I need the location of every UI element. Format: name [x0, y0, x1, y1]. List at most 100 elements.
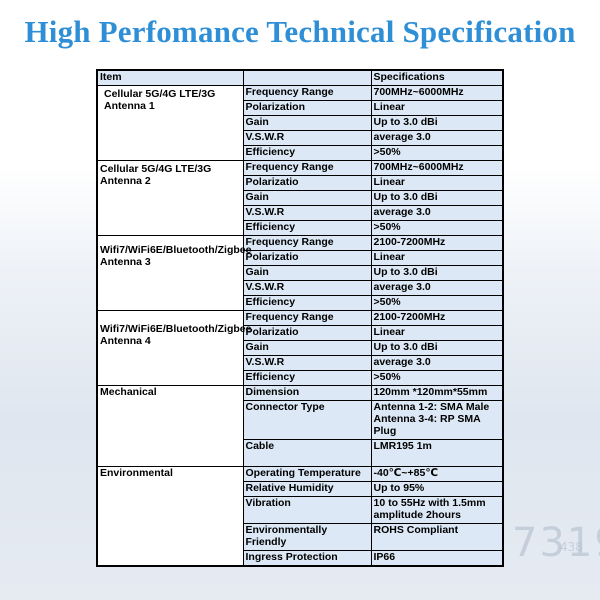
table-row: Gain Up to 3.0 dBi: [97, 265, 504, 281]
param-cell: V.S.W.R: [242, 205, 372, 221]
param-cell: Vibration: [242, 496, 372, 524]
table-row: Polarizatio Linear: [97, 250, 504, 266]
group-item-cell: Environmental: [96, 466, 244, 567]
param-cell: Frequency Range: [242, 160, 372, 176]
param-cell: Polarizatio: [242, 175, 372, 191]
value-cell: Up to 3.0 dBi: [370, 190, 504, 206]
group-item-cell: Cellular 5G/4G LTE/3G Antenna 2: [96, 160, 244, 236]
param-cell: V.S.W.R: [242, 355, 372, 371]
param-cell: Polarizatio: [242, 325, 372, 341]
table-row: Mechanical Dimension 120mm *120mm*55mm: [96, 385, 504, 467]
value-cell: >50%: [370, 145, 504, 161]
group-item-label: Wifi7/WiFi6E/Bluetooth/Zigbee Antenna 4: [100, 323, 252, 347]
param-cell: Frequency Range: [242, 310, 372, 326]
value-cell: Antenna 1-2: SMA Male Antenna 3-4: RP SM…: [370, 400, 504, 440]
table-row: Wifi7/WiFi6E/Bluetooth/Zigbee Antenna 3 …: [96, 235, 504, 311]
group-item-label: Cellular 5G/4G LTE/3G Antenna 2: [100, 163, 212, 187]
value-cell: Linear: [370, 325, 504, 341]
value-cell: Up to 95%: [370, 481, 504, 497]
param-cell: Efficiency: [242, 370, 372, 386]
header-spec: Specifications: [370, 69, 504, 86]
background-decoration-small: 438: [560, 540, 583, 554]
table-row: Gain Up to 3.0 dBi: [97, 190, 504, 206]
param-cell: Gain: [242, 340, 372, 356]
table-row: V.S.W.R average 3.0: [97, 130, 504, 146]
page-title: High Perfomance Technical Specification: [24, 14, 576, 49]
param-cell: Dimension: [242, 385, 372, 401]
param-cell: Environmentally Friendly: [242, 523, 372, 551]
param-cell: Gain: [242, 190, 372, 206]
group-item-cell: Cellular 5G/4G LTE/3G Antenna 1: [96, 85, 244, 161]
table-row: Relative Humidity Up to 95%: [97, 481, 504, 497]
table-row: Connector Type Antenna 1-2: SMA Male Ant…: [97, 400, 504, 440]
value-cell: -40℃~+85℃: [370, 466, 504, 482]
param-cell: Ingress Protection: [242, 550, 372, 567]
param-cell: Cable: [242, 439, 372, 467]
table-row: Environmental Operating Temperature -40℃…: [96, 466, 504, 567]
table-row: Cellular 5G/4G LTE/3G Antenna 1 Frequenc…: [96, 85, 504, 161]
table-row: Gain Up to 3.0 dBi: [97, 340, 504, 356]
group-item-cell: Mechanical: [96, 385, 244, 467]
table-row: Environmentally Friendly ROHS Compliant: [97, 523, 504, 551]
group-item-label: Environmental: [100, 467, 173, 479]
param-cell: Efficiency: [242, 220, 372, 236]
param-cell: Operating Temperature: [242, 466, 372, 482]
value-cell: 10 to 55Hz with 1.5mm amplitude 2hours: [370, 496, 504, 524]
param-cell: V.S.W.R: [242, 280, 372, 296]
group-item-cell: Wifi7/WiFi6E/Bluetooth/Zigbee Antenna 4: [96, 310, 252, 386]
table-row: Wifi7/WiFi6E/Bluetooth/Zigbee Antenna 4 …: [96, 310, 504, 386]
value-cell: Linear: [370, 100, 504, 116]
param-cell: Efficiency: [242, 145, 372, 161]
value-cell: Up to 3.0 dBi: [370, 340, 504, 356]
param-cell: Frequency Range: [242, 235, 372, 251]
table-row: Cable LMR195 1m: [97, 439, 504, 467]
header-item: Item: [96, 69, 244, 86]
header-blank: [242, 69, 372, 86]
param-cell: Gain: [242, 115, 372, 131]
table-row: Cellular 5G/4G LTE/3G Antenna 2 Frequenc…: [96, 160, 504, 236]
group-item-label: Cellular 5G/4G LTE/3G Antenna 1: [104, 88, 216, 112]
table-row: Efficiency >50%: [97, 370, 504, 386]
table-row: Polarization Linear: [97, 100, 504, 116]
param-cell: Relative Humidity: [242, 481, 372, 497]
table-row: Polarizatio Linear: [97, 325, 504, 341]
group-item-cell: Wifi7/WiFi6E/Bluetooth/Zigbee Antenna 3: [96, 235, 252, 311]
table-row: Gain Up to 3.0 dBi: [97, 115, 504, 131]
value-cell: 700MHz~6000MHz: [370, 85, 504, 101]
spec-table: Item Specifications Cellular 5G/4G LTE/3…: [96, 69, 504, 567]
value-cell: average 3.0: [370, 280, 504, 296]
param-cell: Gain: [242, 265, 372, 281]
param-cell: Connector Type: [242, 400, 372, 440]
value-cell: Up to 3.0 dBi: [370, 265, 504, 281]
value-cell: Up to 3.0 dBi: [370, 115, 504, 131]
table-header-row: Item Specifications: [96, 69, 504, 86]
value-cell: 2100-7200MHz: [370, 235, 504, 251]
value-cell: IP66: [370, 550, 504, 567]
value-cell: 2100-7200MHz: [370, 310, 504, 326]
table-row: Efficiency >50%: [97, 295, 504, 311]
table-row: V.S.W.R average 3.0: [97, 205, 504, 221]
value-cell: average 3.0: [370, 205, 504, 221]
value-cell: LMR195 1m: [370, 439, 504, 467]
value-cell: >50%: [370, 295, 504, 311]
param-cell: Polarizatio: [242, 250, 372, 266]
table-row: V.S.W.R average 3.0: [97, 355, 504, 371]
value-cell: ROHS Compliant: [370, 523, 504, 551]
value-cell: Linear: [370, 175, 504, 191]
background-decoration: 7319: [512, 520, 600, 566]
param-cell: Polarization: [242, 100, 372, 116]
param-cell: Frequency Range: [242, 85, 372, 101]
group-item-label: Wifi7/WiFi6E/Bluetooth/Zigbee Antenna 3: [100, 244, 252, 268]
value-cell: average 3.0: [370, 130, 504, 146]
value-cell: >50%: [370, 220, 504, 236]
table-row: Efficiency >50%: [97, 220, 504, 236]
table-row: Ingress Protection IP66: [97, 550, 504, 567]
value-cell: 700MHz~6000MHz: [370, 160, 504, 176]
value-cell: 120mm *120mm*55mm: [370, 385, 504, 401]
param-cell: V.S.W.R: [242, 130, 372, 146]
value-cell: >50%: [370, 370, 504, 386]
group-item-label: Mechanical: [100, 386, 157, 398]
param-cell: Efficiency: [242, 295, 372, 311]
table-row: Vibration 10 to 55Hz with 1.5mm amplitud…: [97, 496, 504, 524]
value-cell: Linear: [370, 250, 504, 266]
